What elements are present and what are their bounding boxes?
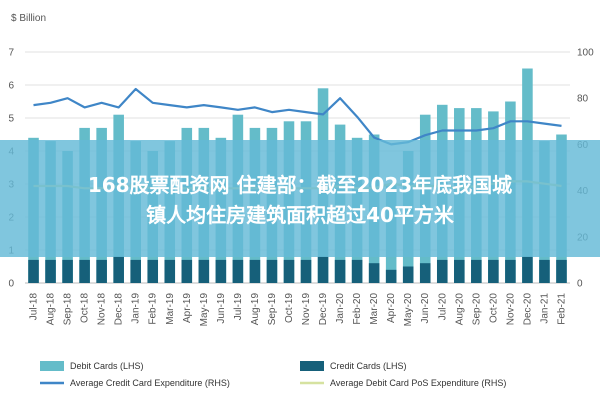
overlay-text: 168股票配资网 住建部：截至2023年底我国城 镇人均住房建筑面积超过40平方… xyxy=(20,170,580,230)
bar-credit-Jan-21 xyxy=(539,259,550,283)
bar-credit-Feb-19 xyxy=(147,259,159,283)
x-tick-Jan-21: Jan-21 xyxy=(540,293,551,324)
x-tick-Mar-19: Mar-19 xyxy=(165,293,176,325)
bar-credit-Jul-18 xyxy=(28,259,39,283)
x-tick-Nov-19: Nov-19 xyxy=(301,293,312,326)
x-tick-Apr-19: Apr-19 xyxy=(182,293,193,323)
bar-credit-Feb-20 xyxy=(351,259,363,283)
x-tick-Feb-19: Feb-19 xyxy=(148,293,159,325)
overlay-line-2: 镇人均住房建筑面积超过40平方米 xyxy=(146,203,454,227)
x-tick-Oct-18: Oct-18 xyxy=(80,293,91,323)
bar-credit-Jun-19 xyxy=(215,259,227,283)
x-tick-Aug-19: Aug-19 xyxy=(250,293,261,326)
bar-credit-Aug-18 xyxy=(45,259,56,283)
x-tick-Dec-18: Dec-18 xyxy=(114,293,125,326)
x-tick-Jan-20: Jan-20 xyxy=(335,293,346,324)
overlay-banner: 168股票配资网 住建部：截至2023年底我国城 镇人均住房建筑面积超过40平方… xyxy=(0,140,600,257)
x-tick-May-19: May-19 xyxy=(199,293,210,327)
bar-credit-May-20 xyxy=(402,266,414,283)
left-tick-7: 7 xyxy=(8,48,14,59)
bar-credit-Jan-20 xyxy=(334,259,346,283)
bar-credit-Jun-20 xyxy=(419,263,431,283)
bar-credit-Jan-19 xyxy=(130,259,141,283)
bar-credit-Sep-18 xyxy=(62,259,73,283)
legend-label-1: Credit Cards (LHS) xyxy=(330,361,407,371)
left-tick-6: 6 xyxy=(8,81,14,92)
bar-credit-Dec-20 xyxy=(522,256,533,283)
x-tick-Dec-19: Dec-19 xyxy=(318,293,329,326)
left-axis-unit-label: $ Billion xyxy=(11,13,46,24)
bar-credit-Apr-20 xyxy=(385,269,397,283)
bar-credit-Mar-19 xyxy=(164,259,176,283)
right-tick-100: 100 xyxy=(577,48,594,59)
x-tick-Apr-20: Apr-20 xyxy=(386,293,397,323)
bar-credit-Oct-18 xyxy=(79,259,90,283)
bar-credit-Jul-20 xyxy=(436,259,448,283)
x-tick-Sep-20: Sep-20 xyxy=(471,293,482,326)
right-tick-0: 0 xyxy=(577,279,583,290)
bar-credit-May-19 xyxy=(198,259,210,283)
x-tick-Jul-20: Jul-20 xyxy=(437,293,448,321)
bar-credit-Oct-20 xyxy=(488,259,499,283)
x-tick-Dec-20: Dec-20 xyxy=(522,293,533,326)
x-tick-Jun-20: Jun-20 xyxy=(420,293,431,324)
bar-credit-Mar-20 xyxy=(368,263,380,283)
x-tick-Jun-19: Jun-19 xyxy=(216,293,227,324)
bar-credit-Nov-18 xyxy=(96,259,107,283)
x-tick-Feb-20: Feb-20 xyxy=(352,293,363,325)
x-tick-Nov-20: Nov-20 xyxy=(505,293,516,326)
right-tick-80: 80 xyxy=(577,94,589,105)
legend-swatch-1 xyxy=(300,361,324,371)
x-tick-Mar-20: Mar-20 xyxy=(369,293,380,325)
legend-label-2: Average Credit Card Expenditure (RHS) xyxy=(70,378,230,388)
x-tick-Jul-18: Jul-18 xyxy=(29,293,40,321)
left-tick-0: 0 xyxy=(8,279,14,290)
bar-credit-Oct-19 xyxy=(283,259,295,283)
bar-credit-Nov-19 xyxy=(300,259,312,283)
line-avg-credit-expenditure xyxy=(33,87,562,146)
bar-credit-Jul-19 xyxy=(232,259,244,283)
overlay-line-1: 168股票配资网 住建部：截至2023年底我国城 xyxy=(87,173,513,197)
x-tick-Jul-19: Jul-19 xyxy=(233,293,244,321)
legend-label-3: Average Debit Card PoS Expenditure (RHS) xyxy=(330,378,506,388)
x-tick-Feb-21: Feb-21 xyxy=(557,293,568,325)
bar-credit-Dec-18 xyxy=(113,256,124,283)
bar-credit-Sep-20 xyxy=(471,259,482,283)
x-tick-Oct-19: Oct-19 xyxy=(284,293,295,323)
x-tick-Oct-20: Oct-20 xyxy=(488,293,499,323)
bar-credit-Nov-20 xyxy=(505,259,516,283)
x-tick-May-20: May-20 xyxy=(403,293,414,327)
x-axis-ticks: Jul-18 Aug-18 Sep-18 Oct-18 Nov-18 Dec-18 Jan-… xyxy=(29,293,568,327)
x-tick-Sep-19: Sep-19 xyxy=(267,293,278,326)
bar-credit-Feb-21 xyxy=(556,259,567,283)
legend: Debit Cards (LHS) Credit Cards (LHS) Avera… xyxy=(40,361,506,388)
x-tick-Jan-19: Jan-19 xyxy=(131,293,142,324)
bar-credit-Aug-19 xyxy=(249,259,261,283)
bar-credit-Sep-19 xyxy=(266,259,278,283)
x-tick-Nov-18: Nov-18 xyxy=(97,293,108,326)
bar-credit-Dec-19 xyxy=(317,256,329,283)
x-tick-Aug-20: Aug-20 xyxy=(454,293,465,326)
left-tick-5: 5 xyxy=(8,114,14,125)
x-tick-Aug-18: Aug-18 xyxy=(46,293,57,326)
legend-swatch-0 xyxy=(40,361,64,371)
legend-label-0: Debit Cards (LHS) xyxy=(70,361,144,371)
bar-credit-Aug-20 xyxy=(454,259,465,283)
x-tick-Sep-18: Sep-18 xyxy=(63,293,74,326)
bar-credit-Apr-19 xyxy=(181,259,193,283)
